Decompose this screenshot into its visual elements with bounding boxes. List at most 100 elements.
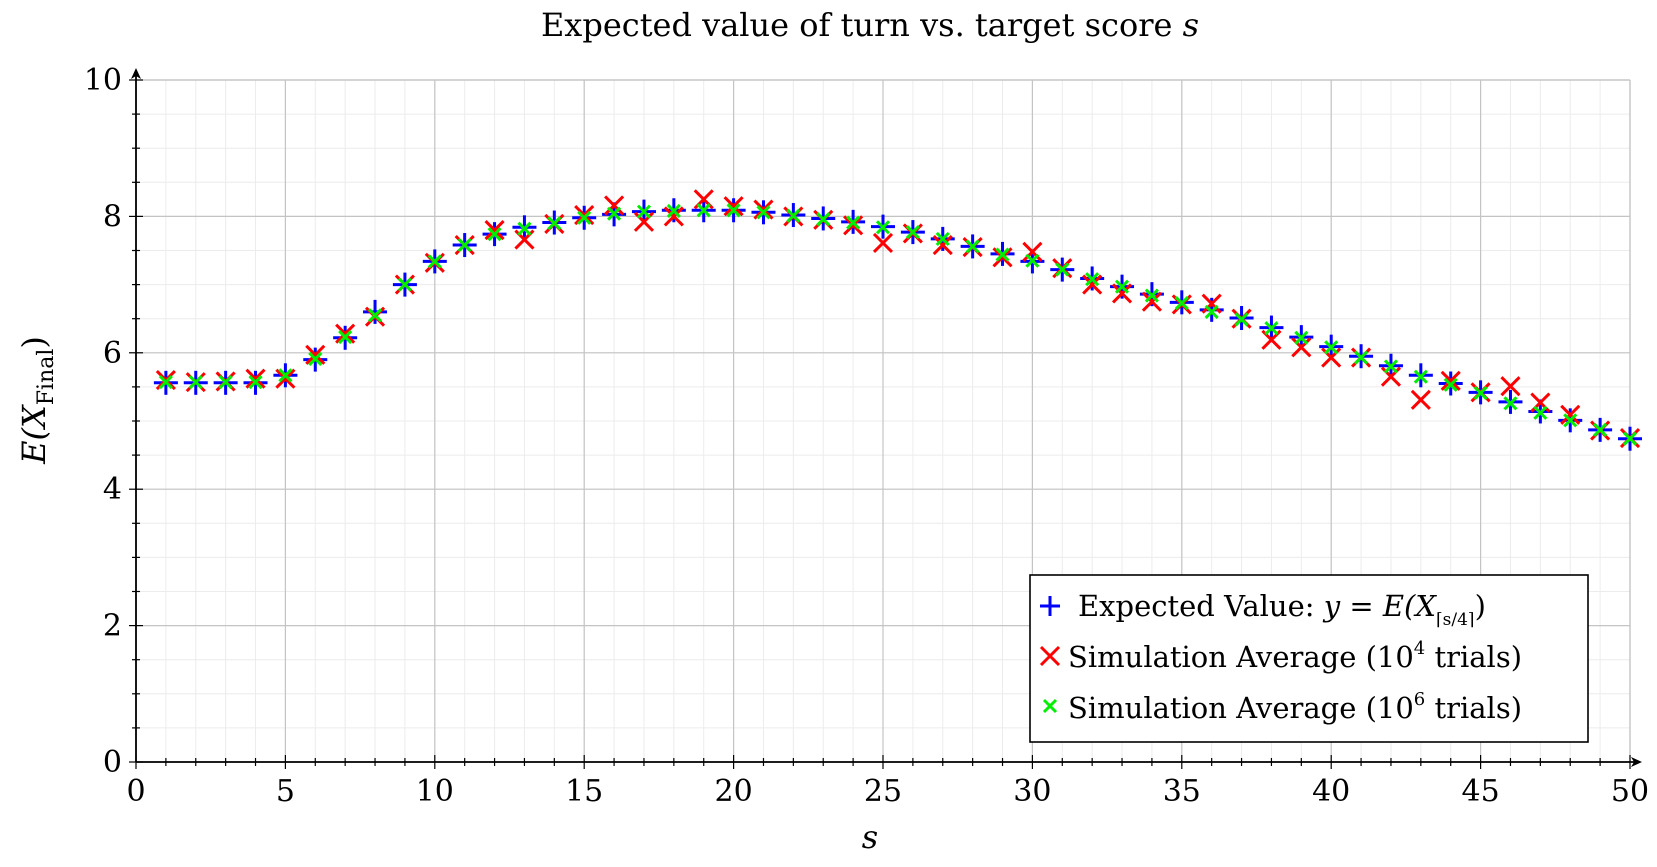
data-point bbox=[305, 344, 326, 365]
axis-ticks bbox=[129, 79, 1631, 769]
data-point-d2 bbox=[1443, 377, 1458, 392]
data-point bbox=[666, 203, 681, 219]
data-point bbox=[875, 220, 891, 235]
data-point-d2 bbox=[248, 375, 263, 390]
data-point-d2 bbox=[1201, 293, 1222, 314]
x-tick-label: 50 bbox=[1611, 774, 1649, 809]
x-tick-label: 45 bbox=[1462, 774, 1500, 809]
data-point bbox=[1294, 330, 1309, 345]
data-point bbox=[726, 203, 741, 218]
data-point bbox=[663, 206, 684, 227]
x-axis-arrow bbox=[1631, 757, 1642, 767]
data-point-d2 bbox=[1234, 312, 1249, 327]
data-point bbox=[1324, 340, 1339, 355]
data-point-d2 bbox=[218, 375, 233, 390]
legend: Expected Value: y = E(X⌈s/4⌉) Simulation… bbox=[1029, 574, 1589, 743]
chart-title-var: s bbox=[1183, 6, 1199, 44]
data-point bbox=[995, 247, 1010, 262]
data-point-d2 bbox=[753, 199, 774, 220]
data-point bbox=[1533, 405, 1548, 420]
legend-label-expected-value: Expected Value: y = E(X⌈s/4⌉) bbox=[1078, 589, 1486, 630]
data-point bbox=[1443, 377, 1458, 392]
data-point-d2 bbox=[1533, 405, 1548, 420]
data-point bbox=[1383, 359, 1399, 374]
legend-ev-formula: y = E(X bbox=[1322, 589, 1438, 623]
data-point-d2 bbox=[726, 203, 741, 218]
data-point bbox=[992, 247, 1013, 268]
data-point bbox=[367, 308, 383, 323]
legend-sim6-exp: 6 bbox=[1414, 689, 1425, 710]
x-tick-label: 0 bbox=[126, 774, 145, 809]
data-point-d2 bbox=[696, 203, 711, 218]
legend-label-sim4: Simulation Average (104 trials) bbox=[1068, 638, 1522, 674]
data-point-d2 bbox=[932, 234, 953, 256]
data-point bbox=[397, 277, 412, 292]
data-point bbox=[1413, 369, 1428, 384]
data-point bbox=[1264, 321, 1279, 336]
data-point-d2 bbox=[723, 196, 744, 217]
data-point-d2 bbox=[604, 195, 625, 216]
data-point bbox=[308, 351, 323, 366]
y-tick-label: 4 bbox=[103, 472, 122, 507]
data-point-d2 bbox=[1500, 376, 1521, 397]
data-point bbox=[696, 203, 711, 218]
data-point bbox=[1114, 279, 1130, 294]
legend-sim4-suffix: trials) bbox=[1425, 640, 1522, 674]
data-point-d2 bbox=[1413, 369, 1428, 384]
data-point-d2 bbox=[338, 330, 353, 345]
data-point-d2 bbox=[965, 239, 980, 254]
data-point-d2 bbox=[1141, 291, 1162, 312]
data-point bbox=[1085, 272, 1100, 287]
data-point-d2 bbox=[1055, 262, 1070, 277]
data-point-d2 bbox=[335, 323, 356, 344]
data-point-d2 bbox=[1291, 337, 1312, 358]
plot-frame bbox=[131, 68, 1642, 767]
data-point-d2 bbox=[607, 206, 622, 221]
data-point-d2 bbox=[1025, 253, 1040, 268]
data-point-d2 bbox=[1440, 370, 1461, 391]
legend-ev-prefix: Expected Value: bbox=[1078, 589, 1324, 623]
data-point bbox=[786, 208, 801, 223]
data-point bbox=[245, 368, 266, 389]
y-axis-label-sub: Final bbox=[34, 349, 59, 406]
data-point-d2 bbox=[484, 219, 505, 241]
data-point-d2 bbox=[1085, 272, 1100, 287]
data-point-d2 bbox=[666, 203, 681, 219]
data-point bbox=[517, 221, 532, 236]
data-point-d2 bbox=[1503, 396, 1518, 411]
chart-title-main: Expected value of turn vs. target score bbox=[541, 6, 1173, 44]
data-point-d2 bbox=[305, 344, 326, 365]
data-point-d2 bbox=[786, 208, 801, 223]
x-tick-label: 35 bbox=[1163, 774, 1201, 809]
data-point-d2 bbox=[547, 216, 562, 231]
data-point bbox=[484, 219, 505, 241]
data-point bbox=[1111, 283, 1133, 304]
data-point bbox=[1291, 337, 1312, 358]
data-point bbox=[1144, 288, 1159, 303]
data-point-d2 bbox=[188, 375, 203, 390]
data-point-d2 bbox=[517, 221, 532, 236]
data-point bbox=[188, 375, 203, 390]
data-point bbox=[1410, 389, 1431, 410]
data-point-d2 bbox=[1563, 413, 1578, 428]
y-tick-labels: 0 2 4 6 8 10 bbox=[84, 63, 122, 780]
data-point bbox=[872, 232, 894, 254]
data-point bbox=[574, 204, 595, 226]
data-point-d2 bbox=[397, 277, 412, 292]
x-axis-label: s bbox=[862, 818, 878, 856]
data-point-d2 bbox=[1294, 330, 1309, 345]
data-point-d2 bbox=[1174, 295, 1189, 311]
data-point-d2 bbox=[1383, 359, 1399, 374]
x-tick-label: 5 bbox=[276, 774, 295, 809]
data-point bbox=[158, 375, 173, 390]
data-point bbox=[1234, 312, 1249, 327]
data-point bbox=[965, 239, 980, 254]
y-axis-label-main: E(X bbox=[15, 404, 53, 465]
data-point-d2 bbox=[275, 368, 296, 389]
data-point bbox=[1174, 295, 1189, 311]
data-point-d2 bbox=[843, 215, 864, 236]
legend-sim6-prefix: Simulation Average (10 bbox=[1068, 691, 1414, 725]
data-point-d2 bbox=[905, 225, 920, 240]
data-point bbox=[275, 368, 296, 389]
